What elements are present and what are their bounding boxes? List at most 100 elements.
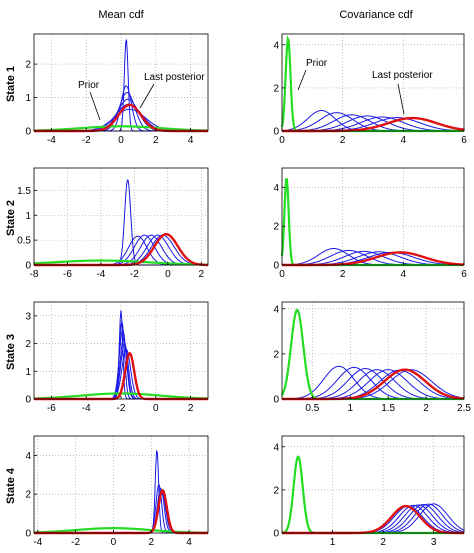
panel-mean-row2: -8 -6 -4 -2 0 2 0 0.5 1 1.5 bbox=[17, 167, 209, 280]
y-tick-label: 0 bbox=[25, 529, 31, 540]
prior-annotation-mean: Prior bbox=[78, 80, 100, 91]
annotations: Prior Last posterior Prior Last posterio… bbox=[78, 58, 433, 121]
x-tick-label: 1 bbox=[347, 403, 353, 414]
posterior-curve-1 bbox=[281, 248, 464, 266]
axes-frame bbox=[281, 167, 465, 266]
x-tick-label: 2 bbox=[188, 403, 194, 414]
y-tick-label: 2 bbox=[25, 490, 31, 501]
x-tick-label: 4 bbox=[186, 537, 192, 548]
y-tick-label: 0 bbox=[273, 529, 279, 540]
y-tick-label: 2 bbox=[273, 83, 279, 94]
posterior-curve-1 bbox=[34, 449, 208, 534]
row-label-state-1: State 1 bbox=[5, 66, 17, 102]
panel-cov-row4: 1 2 3 0 2 4 bbox=[273, 435, 465, 548]
x-tick-label: -4 bbox=[47, 135, 56, 146]
posterior-curve-5 bbox=[34, 491, 208, 534]
x-tick-label: 2 bbox=[380, 537, 386, 548]
posterior-curve-4 bbox=[34, 489, 208, 534]
x-tick-label: 6 bbox=[461, 269, 467, 280]
y-tick-label: 2 bbox=[273, 222, 279, 233]
y-tick-label: 1 bbox=[25, 93, 31, 104]
y-tick-label: 4 bbox=[273, 183, 279, 194]
x-tick-label: -2 bbox=[130, 269, 139, 280]
axes-frame bbox=[281, 33, 465, 132]
y-tick-label: 0 bbox=[25, 261, 31, 272]
y-tick-label: 1 bbox=[25, 211, 31, 222]
axes-frame bbox=[33, 435, 209, 534]
x-tick-label: -2 bbox=[117, 403, 126, 414]
x-tick-label: 2 bbox=[340, 135, 346, 146]
x-tick-label: 1.5 bbox=[381, 403, 395, 414]
x-tick-label: 0 bbox=[111, 537, 117, 548]
x-tick-label: 0.5 bbox=[305, 403, 319, 414]
y-tick-label: 4 bbox=[273, 40, 279, 51]
posterior-curve-2 bbox=[34, 483, 208, 534]
panel-cov-row2: 0 2 4 6 0 2 4 bbox=[273, 167, 467, 280]
x-tick-label: 2 bbox=[199, 269, 205, 280]
y-tick-label: 0 bbox=[273, 261, 279, 272]
axes-frame bbox=[281, 301, 465, 400]
x-tick-label: -2 bbox=[71, 537, 80, 548]
x-tick-label: 3 bbox=[431, 537, 437, 548]
x-tick-label: 2 bbox=[340, 269, 346, 280]
y-tick-label: 4 bbox=[273, 442, 279, 453]
x-tick-label: 4 bbox=[401, 135, 407, 146]
prior-annotation-cov: Prior bbox=[306, 58, 328, 69]
y-tick-label: 4 bbox=[25, 451, 31, 462]
last-posterior-curve bbox=[34, 489, 208, 535]
y-tick-label: 0 bbox=[25, 395, 31, 406]
panel-mean-row3: -6 -4 -2 0 2 0 1 2 3 bbox=[25, 301, 209, 414]
x-tick-label: 0 bbox=[118, 135, 124, 146]
y-tick-label: 2 bbox=[273, 349, 279, 360]
y-tick-label: 0 bbox=[273, 127, 279, 138]
last-posterior-annotation-cov: Last posterior bbox=[372, 70, 433, 81]
prior-curve bbox=[33, 125, 209, 132]
posterior-curve-3 bbox=[34, 487, 208, 534]
y-tick-label: 1 bbox=[25, 367, 31, 378]
y-tick-label: 2 bbox=[273, 485, 279, 496]
y-tick-label: 0.5 bbox=[17, 236, 31, 247]
x-tick-label: 2 bbox=[148, 537, 154, 548]
x-tick-label: 0 bbox=[153, 403, 159, 414]
last-posterior-annotation-mean: Last posterior bbox=[144, 72, 205, 83]
x-tick-label: 2.5 bbox=[457, 403, 471, 414]
x-tick-label: -6 bbox=[63, 269, 72, 280]
x-tick-label: 2 bbox=[423, 403, 429, 414]
y-tick-label: 1.5 bbox=[17, 186, 31, 197]
x-tick-label: -8 bbox=[30, 269, 39, 280]
x-tick-label: 0 bbox=[279, 135, 285, 146]
panel-cov-row1: 0 2 4 6 0 2 4 bbox=[273, 33, 467, 146]
y-tick-label: 0 bbox=[25, 127, 31, 138]
covariance-column-title: Covariance cdf bbox=[339, 9, 413, 21]
y-tick-label: 2 bbox=[25, 60, 31, 71]
x-tick-label: 0 bbox=[165, 269, 171, 280]
y-tick-label: 0 bbox=[273, 395, 279, 406]
x-tick-label: 2 bbox=[153, 135, 159, 146]
row-label-state-3: State 3 bbox=[5, 334, 17, 370]
x-tick-label: 4 bbox=[188, 135, 194, 146]
x-tick-label: 1 bbox=[330, 537, 336, 548]
row-label-state-2: State 2 bbox=[5, 200, 17, 236]
prior-curve bbox=[33, 259, 209, 266]
mean-column-title: Mean cdf bbox=[98, 9, 144, 21]
prior-arrow-cov bbox=[297, 69, 307, 91]
y-tick-label: 3 bbox=[25, 311, 31, 322]
panel-mean-row1: -4 -2 0 2 4 0 1 2 bbox=[25, 33, 209, 146]
prior-curve bbox=[281, 455, 464, 535]
y-tick-label: 2 bbox=[25, 339, 31, 350]
y-tick-label: 4 bbox=[273, 304, 279, 315]
row-label-state-4: State 4 bbox=[5, 467, 17, 504]
axes-frame bbox=[281, 435, 465, 534]
last-posterior-arrow-cov bbox=[397, 83, 405, 115]
x-tick-label: 4 bbox=[401, 269, 407, 280]
x-tick-label: 0 bbox=[279, 269, 285, 280]
x-tick-label: -6 bbox=[47, 403, 56, 414]
panel-cov-row3: 0.5 1 1.5 2 2.5 0 2 4 bbox=[273, 301, 471, 414]
x-tick-label: 6 bbox=[461, 135, 467, 146]
x-tick-label: -4 bbox=[82, 403, 91, 414]
prior-arrow-mean bbox=[89, 91, 101, 121]
axes-frame bbox=[33, 167, 209, 266]
last-posterior-arrow-mean bbox=[139, 83, 155, 109]
